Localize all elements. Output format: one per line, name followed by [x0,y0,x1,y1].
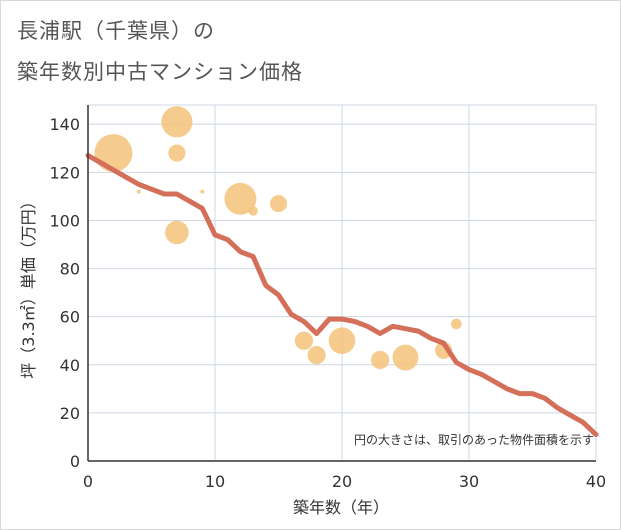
y-tick-label: 100 [49,211,80,230]
data-bubble [161,106,193,138]
x-tick-label: 20 [332,472,352,491]
y-tick-label: 0 [70,452,80,471]
x-tick-label: 0 [83,472,93,491]
axes: 0 10 20 30 40 0 20 40 60 80 100 120 140 [49,105,606,491]
data-bubble [307,346,326,365]
data-bubble [136,189,141,194]
x-tick-label: 30 [459,472,479,491]
trend-line-group [85,153,599,438]
x-tick-label: 10 [205,472,225,491]
y-tick-label: 20 [60,404,80,423]
data-bubble [392,344,419,371]
y-tick-label: 80 [60,260,80,279]
data-bubble [165,220,189,245]
data-bubble [224,182,257,215]
data-bubble [328,327,356,355]
x-axis-title: 築年数（年） [293,498,389,517]
data-bubble [248,206,258,216]
data-bubble [200,189,205,194]
chart-title-line2: 築年数別中古マンション価格 [17,60,303,84]
y-axis-title: 坪（3.3㎡）単価（万円） [19,193,38,378]
y-tick-label: 120 [49,163,80,182]
chart-title-line1: 長浦駅（千葉県）の [17,19,215,43]
data-bubble [94,134,133,173]
y-tick-label: 40 [60,356,80,375]
data-bubble [294,331,314,350]
grid [88,104,597,461]
data-bubble [168,144,186,162]
data-bubble [370,350,390,370]
data-bubble [269,195,288,213]
data-bubble [450,318,462,330]
size-note: 円の大きさは、取引のあった物件面積を示す [354,432,594,447]
y-tick-label: 60 [60,308,80,327]
x-tick-label: 40 [586,472,606,491]
y-tick-label: 140 [49,115,80,134]
trend-line [85,153,599,438]
